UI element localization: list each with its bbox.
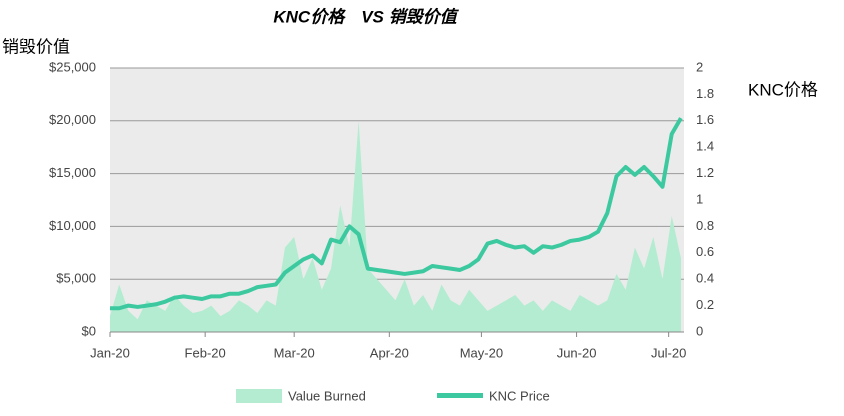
legend-swatch [236,389,282,403]
x-tick-label: Jul-20 [651,345,686,360]
legend-swatch [437,393,483,398]
burn-area [110,120,681,332]
x-tick-label: Jun-20 [557,345,597,360]
y2-tick-label: 0 [696,323,703,338]
y-tick-label: $15,000 [49,165,96,180]
y2-tick-label: 1.2 [696,165,714,180]
y2-tick-label: 0.2 [696,297,714,312]
y2-tick-label: 0.6 [696,244,714,259]
price-line [110,117,683,311]
y2-tick-label: 1.6 [696,112,714,127]
x-tick-label: Apr-20 [370,345,409,360]
legend-label: Value Burned [288,388,366,403]
x-tick-label: Jan-20 [90,345,130,360]
y-tick-label: $0 [82,323,96,338]
y-tick-label: $20,000 [49,112,96,127]
y2-tick-label: 0.8 [696,218,714,233]
y2-tick-label: 2 [696,59,703,74]
y2-tick-label: 1 [696,191,703,206]
y-tick-label: $5,000 [56,271,96,286]
y-tick-label: $25,000 [49,59,96,74]
y2-tick-label: 1.8 [696,86,714,101]
x-tick-label: Mar-20 [274,345,315,360]
plot-area [110,68,684,332]
y-tick-label: $10,000 [49,218,96,233]
y2-tick-label: 1.4 [696,139,714,154]
legend-label: KNC Price [489,388,550,403]
x-tick-label: May-20 [460,345,503,360]
y2-tick-label: 0.4 [696,271,714,286]
y2-axis-label: KNC价格 [748,80,818,99]
x-tick-label: Feb-20 [185,345,226,360]
chart-title: KNC价格 VS 销毁价值 [273,7,459,26]
y-axis-label: 销毁价值 [2,37,70,56]
